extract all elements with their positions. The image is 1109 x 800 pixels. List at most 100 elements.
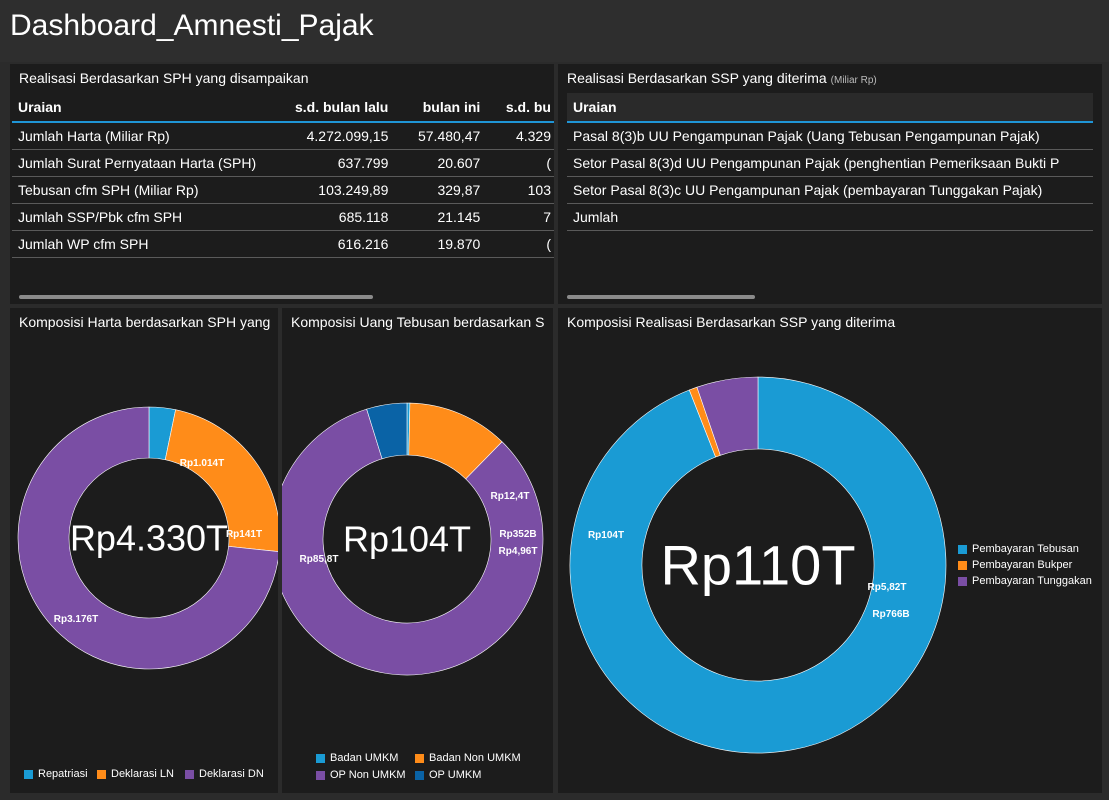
legend-label: OP Non UMKM [330,769,406,781]
legend-swatch [97,769,106,779]
dashboard-title: Dashboard_Amnesti_Pajak [10,9,374,42]
slice-value-label: Rp1.014T [180,458,224,469]
legend-item-pembayaran-bukper[interactable]: Pembayaran Bukper [958,559,1072,571]
ssp-table-unit: (Miliar Rp) [830,75,877,86]
slice-deklarasi-dn[interactable] [17,406,278,670]
legend-label: Pembayaran Bukper [972,559,1073,571]
sph-table-panel[interactable]: Realisasi Berdasarkan SPH yang disampaik… [10,64,554,304]
legend-item-op-non-umkm[interactable]: OP Non UMKM [316,769,406,781]
legend-swatch [316,753,325,763]
slice-op-non-umkm[interactable] [282,408,544,676]
cell-value: ( [486,230,554,258]
legend-item-pembayaran-tunggakan[interactable]: Pembayaran Tunggakan [958,575,1092,587]
table-row: Jumlah SSP/Pbk cfm SPH 685.118 21.145 7 [12,203,554,231]
ssp-table-title: Realisasi Berdasarkan SSP yang diterima(… [567,70,877,86]
slice-value-label: Rp12,4T [491,491,530,502]
legend-swatch [316,770,325,780]
col-header-bulan-ini[interactable]: bulan ini [394,93,487,123]
slice-value-label: Rp3.176T [54,614,98,625]
title-bar: Dashboard_Amnesti_Pajak [0,0,1109,62]
donut-center-total: Rp110T [660,534,855,597]
slice-value-label: Rp352B [499,529,536,540]
legend-item-deklarasi-ln[interactable]: Deklarasi LN [97,768,174,780]
slice-value-label: Rp5,82T [868,582,907,593]
tebusan-chart-panel: Komposisi Uang Tebusan berdasarkan S Rp3… [282,308,553,793]
slice-op-umkm[interactable] [366,402,408,460]
cell-value: 20.607 [394,149,487,177]
slice-pembayaran-tebusan[interactable] [569,376,947,754]
row-label: Setor Pasal 8(3)d UU Pengampunan Pajak (… [567,149,1093,177]
tebusan-chart-title: Komposisi Uang Tebusan berdasarkan S [291,314,545,330]
slice-deklarasi-ln[interactable] [164,409,278,552]
row-label: Jumlah SSP/Pbk cfm SPH [12,203,264,231]
cell-value: 103.249,89 [264,176,395,204]
legend-swatch [958,576,967,586]
table-row: Jumlah WP cfm SPH 616.216 19.870 ( [12,230,554,258]
table-row: Setor Pasal 8(3)d UU Pengampunan Pajak (… [567,149,1093,177]
row-label: Tebusan cfm SPH (Miliar Rp) [12,176,264,204]
legend-label: Pembayaran Tunggakan [972,575,1092,587]
harta-legend: Repatriasi Deklarasi LN Deklarasi DN [24,768,278,788]
harta-chart-title: Komposisi Harta berdasarkan SPH yang [19,314,271,330]
row-label: Jumlah WP cfm SPH [12,230,264,258]
legend-swatch [415,770,424,780]
legend-item-repatriasi[interactable]: Repatriasi [24,768,88,780]
ssp-donut-chart: Rp104T Rp766B Rp5,82T Rp110T [569,376,947,754]
slice-value-label: Rp85,8T [300,554,339,565]
col-header-sd-bulan-lalu[interactable]: s.d. bulan lalu [264,93,395,123]
legend-item-badan-non-umkm[interactable]: Badan Non UMKM [415,752,521,764]
table-row: Pasal 8(3)b UU Pengampunan Pajak (Uang T… [567,122,1093,150]
row-label: Jumlah [567,203,1093,231]
slice-value-label: Rp4,96T [499,546,538,557]
ssp-table-panel[interactable]: Realisasi Berdasarkan SSP yang diterima(… [558,64,1102,304]
row-label: Jumlah Surat Pernyataan Harta (SPH) [12,149,264,177]
horizontal-scrollbar[interactable] [19,295,373,299]
table-row: Jumlah [567,203,1093,231]
harta-donut-chart: Rp141T Rp1.014T Rp3.176T Rp4.330T [17,406,278,670]
ssp-legend: Pembayaran Tebusan Pembayaran Bukper Pem… [958,543,1102,593]
legend-item-deklarasi-dn[interactable]: Deklarasi DN [185,768,264,780]
cell-value: 637.799 [264,149,395,177]
slice-pembayaran-tunggakan[interactable] [696,376,759,456]
legend-label: Repatriasi [38,768,88,780]
legend-label: OP UMKM [429,769,482,781]
legend-item-badan-umkm[interactable]: Badan UMKM [316,752,398,764]
cell-value: 7 [486,203,554,231]
ssp-table-title-text: Realisasi Berdasarkan SSP yang diterima [567,70,827,86]
cell-value: 57.480,47 [394,122,487,150]
cell-value: ( [486,149,554,177]
tebusan-legend: Badan UMKM Badan Non UMKM OP Non UMKM OP… [316,752,553,792]
table-row: Jumlah Harta (Miliar Rp) 4.272.099,15 57… [12,122,554,150]
cell-value: 616.216 [264,230,395,258]
legend-swatch [24,769,33,779]
col-header-uraian[interactable]: Uraian [12,93,264,123]
legend-label: Badan UMKM [330,752,399,764]
horizontal-scrollbar[interactable] [567,295,755,299]
row-label: Pasal 8(3)b UU Pengampunan Pajak (Uang T… [567,122,1093,150]
row-label: Setor Pasal 8(3)c UU Pengampunan Pajak (… [567,176,1093,204]
legend-label: Deklarasi LN [111,768,174,780]
donut-center-total: Rp4.330T [70,518,228,559]
legend-item-op-umkm[interactable]: OP UMKM [415,769,481,781]
legend-label: Deklarasi DN [199,768,264,780]
row-label: Jumlah Harta (Miliar Rp) [12,122,264,150]
cell-value: 329,87 [394,176,487,204]
cell-value: 4.272.099,15 [264,122,395,150]
cell-value: 103 [486,176,554,204]
donut-center-total: Rp104T [343,519,471,560]
slice-value-label: Rp766B [872,609,909,620]
cell-value: 4.329 [486,122,554,150]
legend-label: Pembayaran Tebusan [972,543,1079,555]
tebusan-donut-chart: Rp352B Rp12,4T Rp85,8T Rp4,96T Rp104T [282,402,544,676]
legend-swatch [415,753,424,763]
ssp-table: Uraian Pasal 8(3)b UU Pengampunan Pajak … [567,93,1093,231]
legend-swatch [958,560,967,570]
cell-value: 685.118 [264,203,395,231]
col-header-uraian[interactable]: Uraian [567,93,1093,123]
legend-label: Badan Non UMKM [429,752,521,764]
legend-item-pembayaran-tebusan[interactable]: Pembayaran Tebusan [958,543,1079,555]
ssp-chart-panel: Komposisi Realisasi Berdasarkan SSP yang… [558,308,1102,793]
col-header-sd-bulan[interactable]: s.d. bu [486,93,554,123]
table-row: Tebusan cfm SPH (Miliar Rp) 103.249,89 3… [12,176,554,204]
table-row: Jumlah Surat Pernyataan Harta (SPH) 637.… [12,149,554,177]
